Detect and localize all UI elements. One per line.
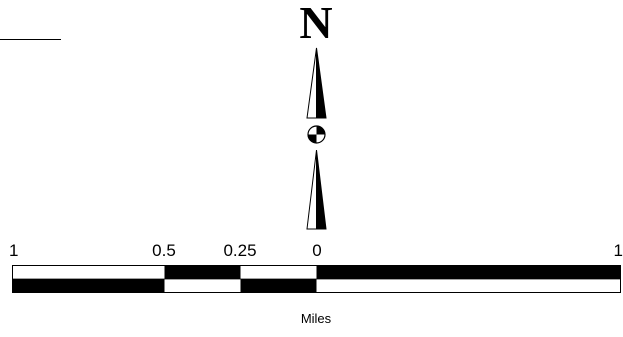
scale-segment-top-1 bbox=[12, 265, 165, 279]
north-arrow-upper-right bbox=[316, 47, 327, 119]
scale-segment-bottom-1 bbox=[12, 279, 165, 293]
scale-segment-top-3 bbox=[240, 265, 317, 279]
scale-segment-bottom-4 bbox=[316, 279, 621, 293]
north-arrow-lower-left bbox=[306, 149, 317, 230]
scale-tick-label-1-left: 1 bbox=[9, 241, 19, 260]
scale-segment-bottom-3 bbox=[240, 279, 317, 293]
north-arrow-lower-right bbox=[316, 149, 327, 230]
north-letter: N bbox=[299, 0, 333, 48]
scale-bar bbox=[12, 265, 621, 293]
scale-tick-label-1-right: 1 bbox=[613, 241, 623, 260]
north-arrow-upper-left bbox=[306, 47, 317, 119]
scale-segment-top-2 bbox=[164, 265, 241, 279]
scale-tick-label-0-25: 0.25 bbox=[223, 241, 257, 260]
scale-units-label: Miles bbox=[300, 311, 332, 326]
scale-segment-bottom-2 bbox=[164, 279, 241, 293]
scale-tick-label-0-5: 0.5 bbox=[152, 241, 176, 260]
north-arrow-icon bbox=[306, 47, 327, 230]
scale-tick-label-0: 0 bbox=[312, 241, 322, 260]
scale-segment-top-4 bbox=[316, 265, 621, 279]
